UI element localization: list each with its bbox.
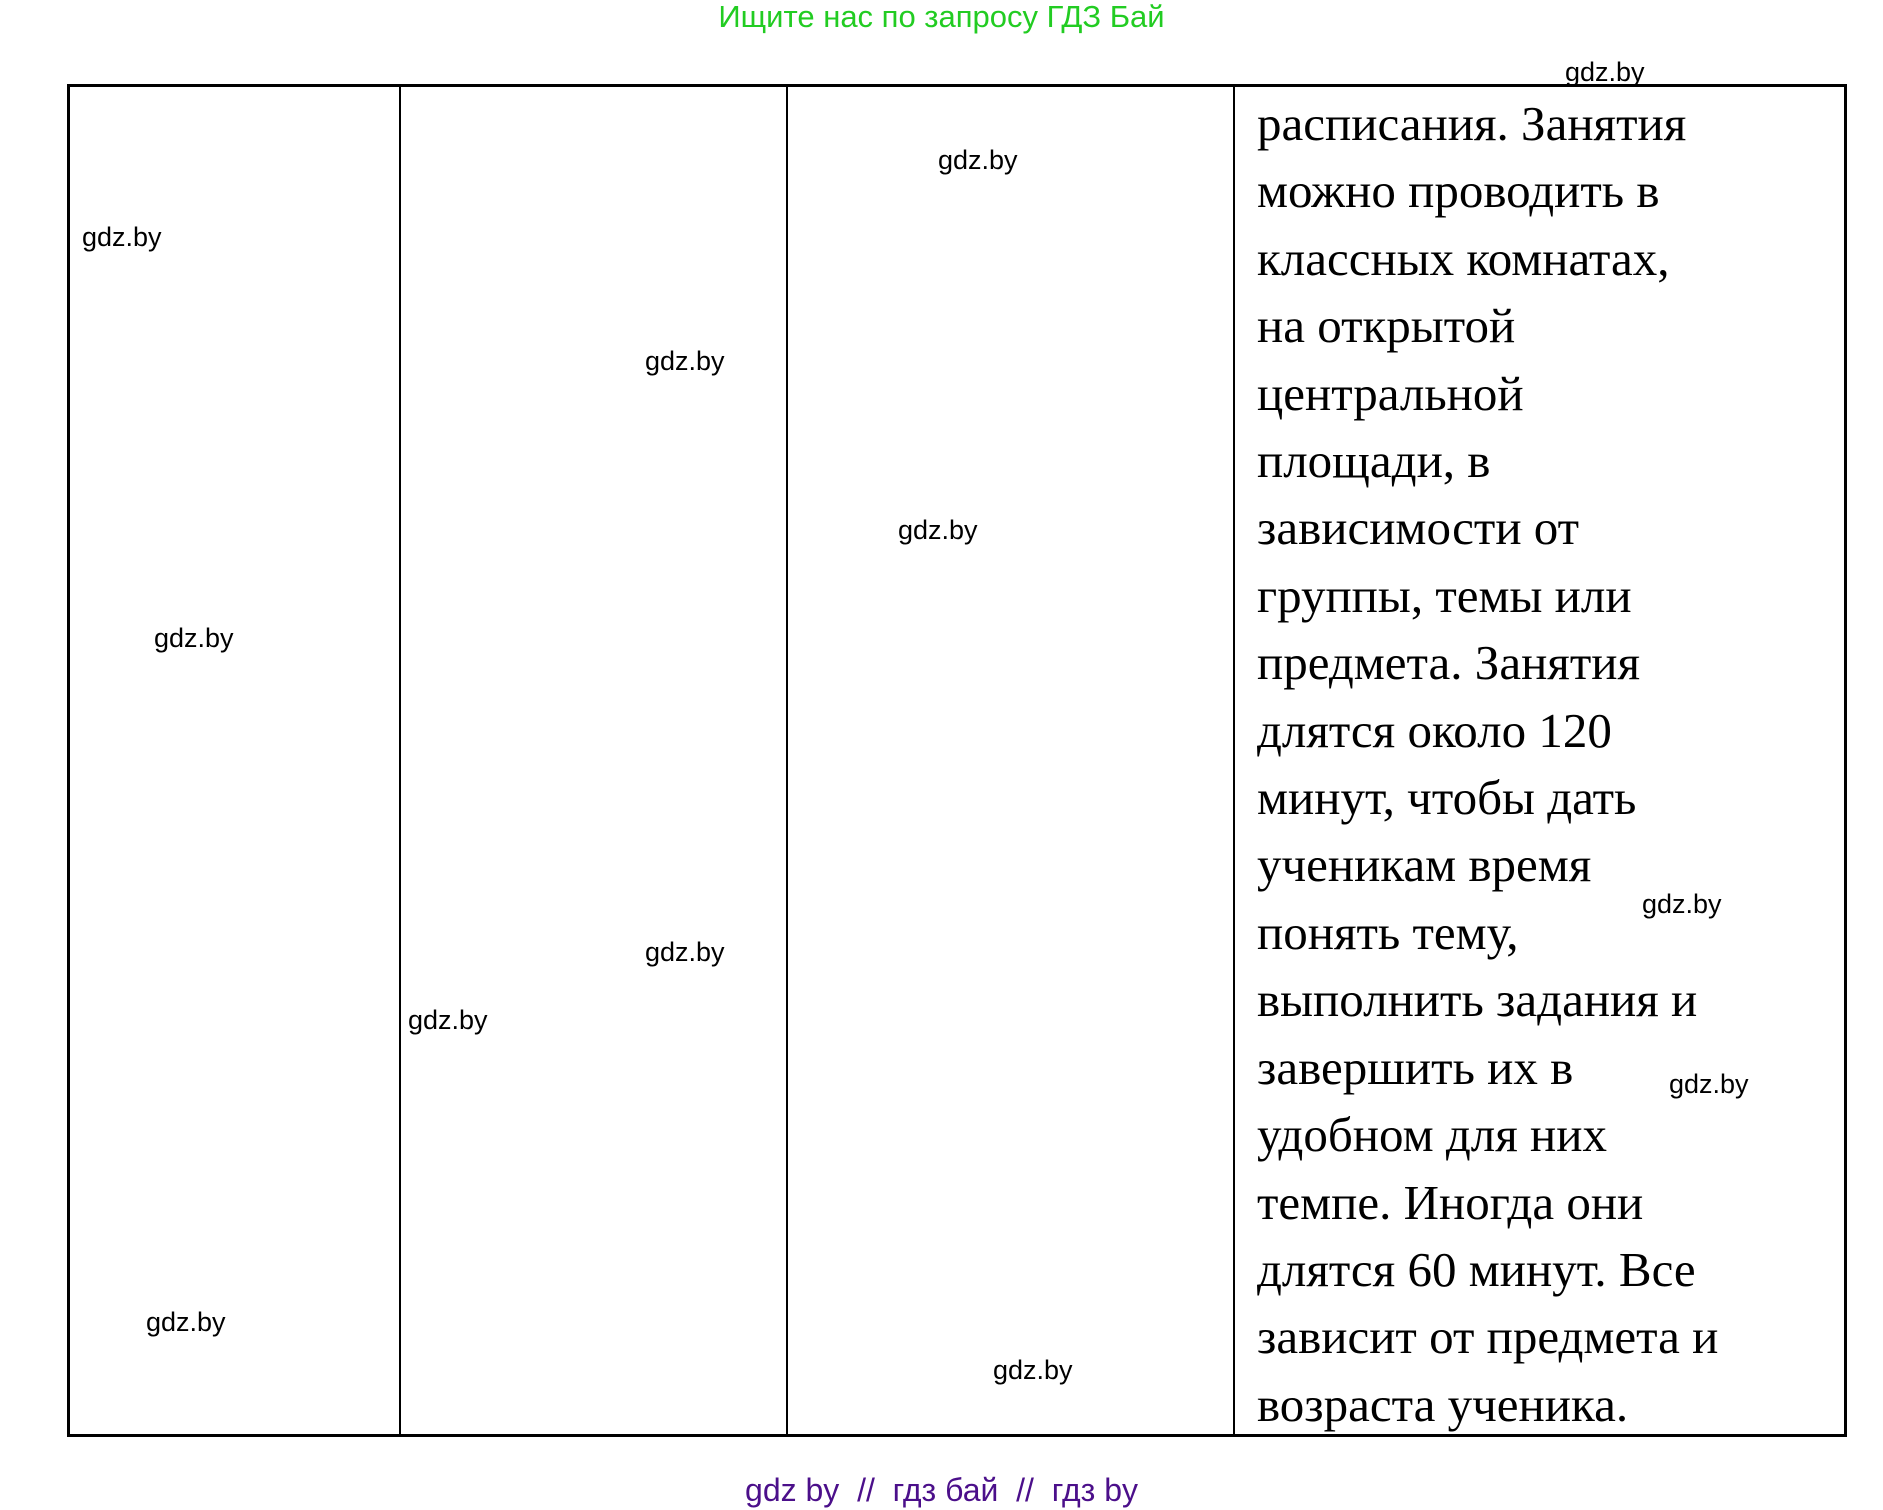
text-line: можно проводить в — [1257, 163, 1660, 219]
text-line: длятся около 120 — [1257, 702, 1612, 758]
text-line: ученикам время — [1257, 837, 1592, 893]
content-table — [67, 84, 1847, 1437]
text-line: темпе. Иногда они — [1257, 1174, 1644, 1230]
column-divider — [399, 84, 401, 1437]
text-line: на открытой — [1257, 298, 1516, 354]
text-line: группы, темы или — [1257, 567, 1632, 623]
table-cell-text: расписания. Занятия можно проводить в клас… — [1257, 90, 1837, 1438]
text-line: зависимости от — [1257, 500, 1580, 556]
watermark: gdz.by — [645, 937, 725, 967]
watermark: gdz.by — [408, 1005, 488, 1035]
watermark: gdz.by — [898, 515, 978, 545]
watermark: gdz.by — [1642, 889, 1722, 919]
text-line: классных комнатах, — [1257, 230, 1670, 286]
text-line: минут, чтобы дать — [1257, 770, 1637, 826]
watermark: gdz.by — [154, 623, 234, 653]
watermark: gdz.by — [82, 222, 162, 252]
column-divider — [786, 84, 788, 1437]
watermark: gdz.by — [1565, 57, 1645, 87]
text-line: длятся 60 минут. Все — [1257, 1241, 1696, 1297]
text-line: выполнить задания и — [1257, 972, 1698, 1028]
watermark: gdz.by — [146, 1307, 226, 1337]
text-line: возраста ученика. — [1257, 1376, 1629, 1432]
watermark: gdz.by — [993, 1355, 1073, 1385]
header-banner: Ищите нас по запросу ГДЗ Бай — [718, 0, 1165, 34]
text-line: площади, в — [1257, 433, 1491, 489]
watermark: gdz.by — [938, 145, 1018, 175]
text-line: понять тему, — [1257, 904, 1519, 960]
text-line: предмета. Занятия — [1257, 635, 1641, 691]
text-line: центральной — [1257, 365, 1524, 421]
watermark: gdz.by — [1669, 1069, 1749, 1099]
column-divider — [1233, 84, 1235, 1437]
footer-links: gdz by // гдз бай // гдз by — [745, 1472, 1138, 1508]
text-line: завершить их в — [1257, 1039, 1574, 1095]
text-line: расписания. Занятия — [1257, 96, 1687, 151]
text-line: зависит от предмета и — [1257, 1309, 1719, 1365]
text-line: удобном для них — [1257, 1107, 1607, 1163]
watermark: gdz.by — [645, 346, 725, 376]
